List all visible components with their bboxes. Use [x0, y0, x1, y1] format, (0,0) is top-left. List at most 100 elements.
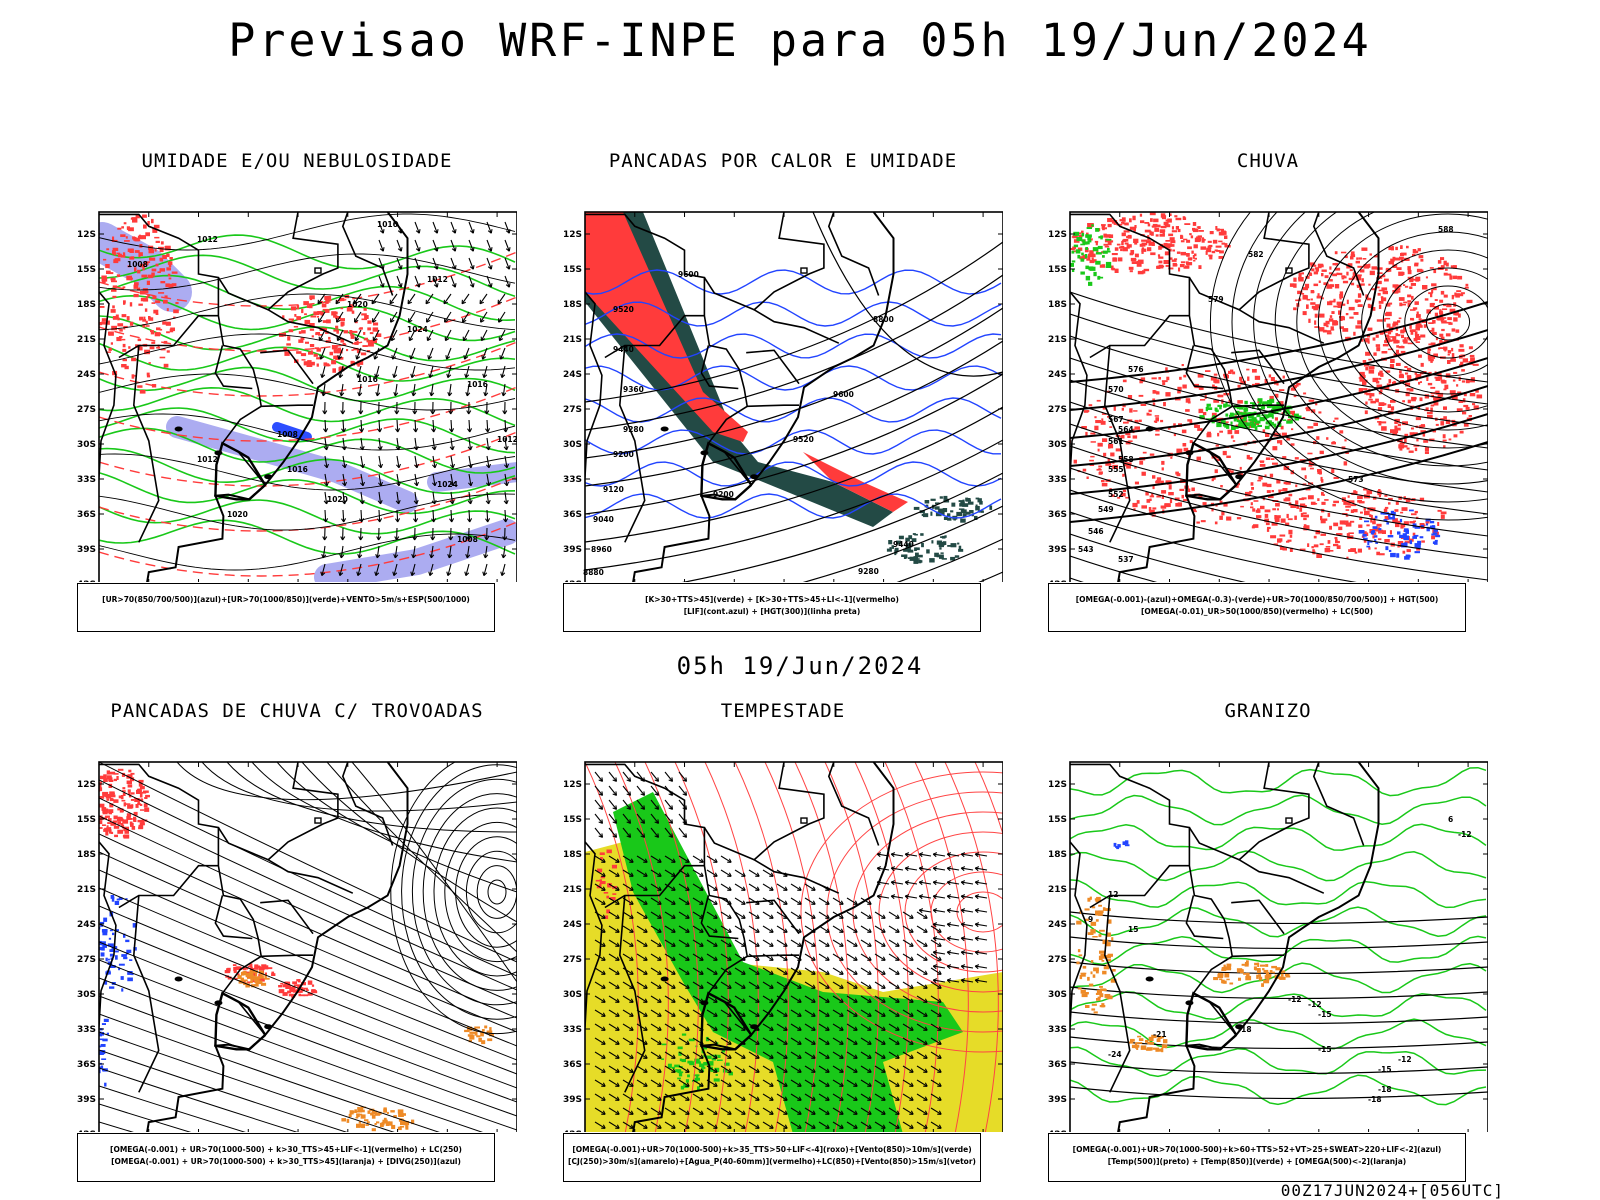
country-border — [132, 895, 160, 1093]
uruguay-border — [700, 991, 753, 1051]
wind-vector — [622, 1009, 634, 1017]
rain-speckle — [145, 232, 150, 237]
map-panel: 12S15S18S21S24S27S30S33S36S39S42S70W65W6… — [1048, 761, 1488, 1132]
wind-vector — [846, 1107, 858, 1115]
rain-area — [1385, 334, 1390, 337]
rain-area — [1198, 385, 1202, 390]
rain-area — [1358, 388, 1364, 393]
rain-speckle — [325, 363, 330, 367]
rain-speckle — [173, 316, 176, 319]
wind-vector — [448, 527, 454, 541]
rain-area — [1395, 520, 1401, 525]
thunderstorm-area — [138, 824, 144, 829]
rain-area — [1147, 235, 1150, 238]
omega-area — [1264, 969, 1269, 973]
rain-area — [1334, 251, 1338, 255]
wind-vector — [960, 950, 974, 956]
wind-vector — [776, 925, 788, 933]
rain-speckle — [169, 257, 173, 260]
rain-area — [1201, 237, 1204, 241]
rain-area — [1403, 301, 1408, 304]
contour-label: 555 — [1108, 465, 1124, 474]
omega-area — [1098, 910, 1104, 914]
wind-vector — [636, 785, 646, 796]
rain-area — [1380, 421, 1387, 424]
strong-wind-area — [715, 1074, 718, 1076]
wind-vector — [888, 1107, 900, 1115]
thunderstorm-area — [117, 829, 124, 834]
rain-area — [1201, 238, 1205, 243]
rain-area — [1279, 546, 1285, 550]
rain-area — [1148, 409, 1152, 413]
omega-area — [1285, 975, 1291, 978]
rain-speckle — [132, 236, 136, 240]
rain-speckle — [112, 316, 118, 320]
omega-area — [1244, 963, 1249, 967]
strong-wind-area — [677, 1071, 684, 1074]
rain-speckle — [152, 295, 157, 299]
rain-area — [1452, 396, 1458, 400]
strong-wind-area — [699, 1084, 703, 1087]
rain-speckle — [284, 351, 290, 356]
rain-area — [1129, 252, 1133, 256]
contour-label: 9520 — [613, 305, 634, 314]
omega-area — [1254, 962, 1259, 966]
instability-patch — [913, 506, 920, 510]
rain-area — [1107, 458, 1110, 463]
thunderstorm-area-orange — [487, 1038, 493, 1042]
lake-mark — [174, 426, 183, 432]
divergence-area — [110, 965, 116, 968]
rain-area — [1223, 503, 1228, 507]
wind-vector — [375, 545, 381, 559]
country-border — [1237, 212, 1325, 344]
contour-label: 9440 — [893, 540, 914, 549]
rain-area — [1178, 267, 1181, 272]
map-panel: 12S15S18S21S24S27S30S33S36S39S42S70W65W6… — [77, 761, 517, 1132]
wind-vector — [678, 995, 690, 1003]
rain-area-green — [1088, 281, 1093, 286]
thunderstorm-area — [104, 827, 108, 832]
streamline-ring — [411, 778, 517, 1006]
thunderstorm-area — [99, 820, 103, 825]
rain-area — [1335, 539, 1338, 544]
rain-area — [1412, 532, 1416, 536]
lat-label: 33S — [1048, 475, 1067, 485]
rain-area — [1265, 457, 1271, 460]
rain-area — [1177, 228, 1181, 233]
rain-area-green — [1223, 403, 1227, 408]
rain-area-green — [1267, 406, 1271, 409]
wind-vector — [678, 1079, 690, 1087]
temp-850-contour — [1070, 794, 1487, 826]
contour-label: -12 — [1458, 830, 1472, 839]
thunderstorm-area — [143, 803, 148, 808]
rain-area — [1181, 429, 1187, 434]
lake-mark — [214, 450, 223, 456]
wind-vector — [377, 509, 383, 523]
thunderstorm-area-orange — [356, 1123, 361, 1128]
thunderstorm-area — [137, 819, 144, 823]
rain-area-green — [1238, 424, 1244, 428]
rain-speckle — [315, 332, 318, 336]
rain-area — [1423, 324, 1427, 328]
rain-area — [1266, 483, 1272, 488]
rain-area — [1387, 404, 1391, 408]
rain-area — [1394, 418, 1400, 423]
rain-area — [1439, 333, 1444, 337]
wind-vector — [594, 953, 606, 961]
rain-area — [1440, 379, 1445, 383]
divergence-area — [102, 944, 107, 948]
thunderstorm-area — [247, 981, 251, 984]
country-border — [747, 954, 799, 958]
wind-vector — [481, 347, 488, 360]
wind-vector — [902, 953, 914, 961]
rain-area-green — [1205, 418, 1211, 420]
rain-area-green — [1271, 414, 1274, 419]
wind-vector — [359, 491, 365, 505]
lat-label: 15S — [77, 815, 96, 825]
rain-area — [1161, 494, 1164, 499]
rain-area — [1271, 522, 1278, 526]
wind-vector — [650, 1079, 662, 1087]
rain-area — [1157, 254, 1161, 257]
contour-label: 9600 — [833, 390, 854, 399]
thunderstorm-area — [128, 794, 132, 798]
